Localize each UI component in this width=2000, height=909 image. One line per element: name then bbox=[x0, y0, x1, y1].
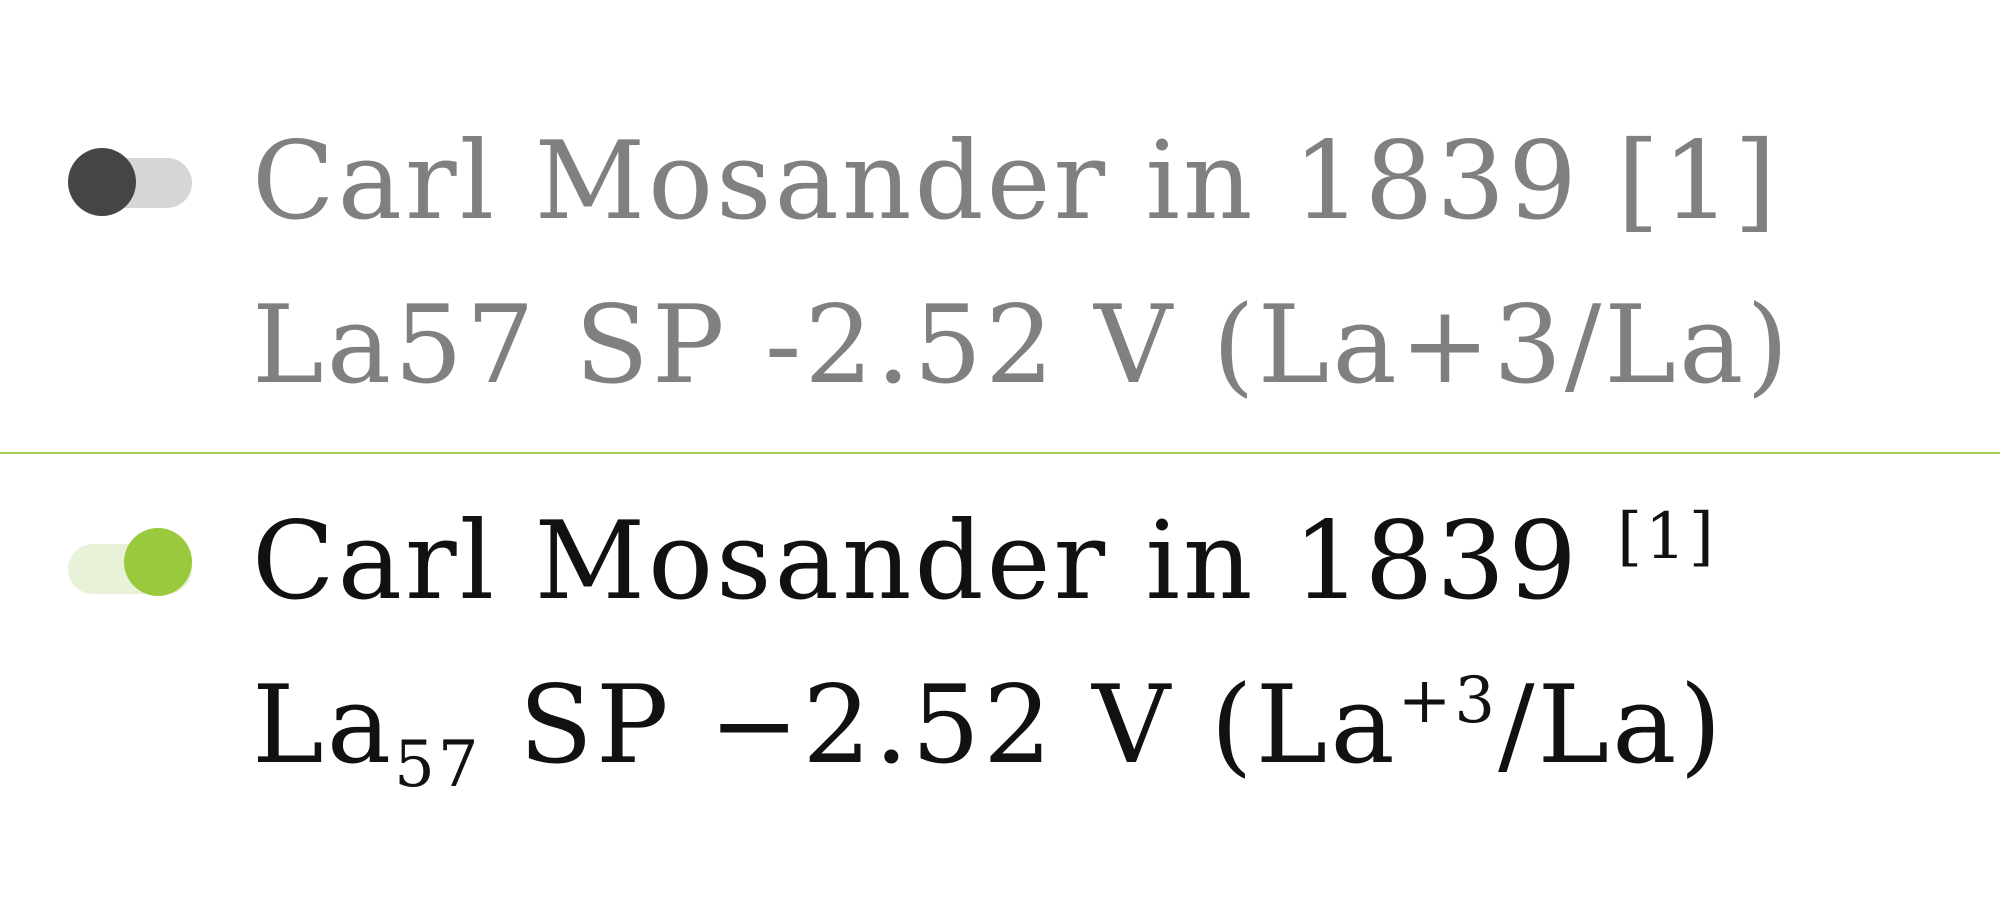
plain-line-1: Carl Mosander in 1839 [1] bbox=[252, 119, 1780, 244]
redox-end-text: /La) bbox=[1498, 663, 1725, 788]
citation-superscript: [1] bbox=[1617, 500, 1717, 574]
element-symbol: La bbox=[252, 663, 395, 788]
atomic-number-subscript: 57 bbox=[394, 728, 482, 802]
divider bbox=[0, 452, 2000, 454]
toggle-knob bbox=[124, 528, 192, 596]
charge-superscript: +3 bbox=[1397, 664, 1499, 738]
formatted-line-1: Carl Mosander in 1839 [1] bbox=[252, 480, 1725, 644]
formatted-line-1-text: Carl Mosander in 1839 bbox=[252, 499, 1618, 624]
format-toggle-off[interactable] bbox=[68, 148, 192, 218]
plain-text-block: Carl Mosander in 1839 [1] La57 SP -2.52 … bbox=[252, 100, 1792, 428]
formatted-line-2: La57 SP −2.52 V (La+3/La) bbox=[252, 644, 1725, 808]
formatted-text-block: Carl Mosander in 1839 [1] La57 SP −2.52 … bbox=[252, 480, 1725, 808]
format-toggle-on[interactable] bbox=[68, 528, 192, 598]
toggle-knob bbox=[68, 148, 136, 216]
plain-line-2: La57 SP -2.52 V (La+3/La) bbox=[252, 283, 1792, 408]
potential-text: SP −2.52 V (La bbox=[481, 663, 1398, 788]
